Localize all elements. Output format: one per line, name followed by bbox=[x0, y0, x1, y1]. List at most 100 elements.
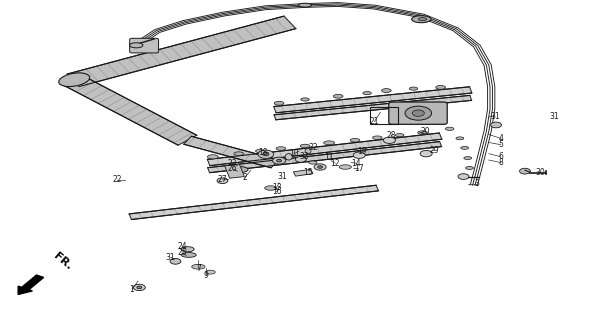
Text: 27: 27 bbox=[217, 175, 227, 184]
Ellipse shape bbox=[265, 186, 277, 190]
Text: 18: 18 bbox=[258, 148, 268, 156]
Ellipse shape bbox=[373, 136, 382, 140]
Text: 17: 17 bbox=[354, 164, 364, 173]
Circle shape bbox=[258, 150, 274, 158]
Text: 25: 25 bbox=[178, 248, 187, 257]
Circle shape bbox=[420, 150, 432, 157]
Ellipse shape bbox=[363, 92, 371, 95]
Text: 21: 21 bbox=[370, 117, 379, 126]
Circle shape bbox=[490, 122, 501, 128]
Text: 14: 14 bbox=[352, 159, 361, 168]
Ellipse shape bbox=[466, 166, 474, 169]
Text: 2: 2 bbox=[242, 173, 247, 182]
Text: 24: 24 bbox=[178, 242, 187, 251]
Ellipse shape bbox=[300, 144, 310, 148]
Ellipse shape bbox=[445, 127, 454, 130]
Text: 9: 9 bbox=[203, 271, 208, 280]
Text: 31: 31 bbox=[549, 112, 559, 121]
Text: 20: 20 bbox=[421, 127, 430, 136]
Circle shape bbox=[277, 159, 281, 162]
Ellipse shape bbox=[456, 137, 464, 140]
Circle shape bbox=[137, 286, 142, 289]
Circle shape bbox=[353, 152, 365, 158]
Polygon shape bbox=[129, 185, 379, 220]
Text: 28: 28 bbox=[387, 131, 396, 140]
Circle shape bbox=[318, 166, 323, 168]
Ellipse shape bbox=[59, 73, 89, 86]
Polygon shape bbox=[274, 95, 472, 120]
Text: 10: 10 bbox=[289, 149, 299, 158]
Ellipse shape bbox=[324, 141, 335, 145]
Ellipse shape bbox=[255, 149, 264, 153]
Ellipse shape bbox=[276, 147, 286, 150]
Circle shape bbox=[263, 153, 269, 156]
Text: 11: 11 bbox=[324, 153, 334, 162]
Ellipse shape bbox=[412, 16, 431, 23]
Ellipse shape bbox=[301, 98, 309, 101]
Circle shape bbox=[519, 168, 530, 174]
FancyBboxPatch shape bbox=[130, 38, 159, 53]
Text: 23: 23 bbox=[228, 159, 237, 168]
Text: 4: 4 bbox=[498, 134, 503, 143]
FancyArrow shape bbox=[18, 275, 43, 294]
Text: 19: 19 bbox=[358, 147, 367, 156]
Circle shape bbox=[295, 156, 306, 162]
Text: 16: 16 bbox=[272, 188, 281, 196]
Circle shape bbox=[133, 284, 146, 291]
Ellipse shape bbox=[418, 131, 428, 134]
Circle shape bbox=[272, 157, 286, 164]
Text: 22: 22 bbox=[112, 175, 122, 184]
Ellipse shape bbox=[181, 252, 196, 257]
Polygon shape bbox=[184, 136, 278, 168]
Ellipse shape bbox=[285, 154, 292, 160]
Text: 8: 8 bbox=[498, 158, 503, 167]
Text: 31: 31 bbox=[166, 253, 175, 262]
Ellipse shape bbox=[309, 161, 317, 164]
Text: 15: 15 bbox=[303, 168, 313, 177]
Ellipse shape bbox=[350, 139, 360, 142]
Ellipse shape bbox=[207, 155, 218, 159]
Bar bbox=[225, 164, 245, 178]
Ellipse shape bbox=[181, 247, 194, 252]
Text: 31: 31 bbox=[278, 172, 288, 181]
Text: 6: 6 bbox=[498, 152, 503, 161]
Polygon shape bbox=[208, 141, 442, 173]
Polygon shape bbox=[274, 87, 472, 113]
Ellipse shape bbox=[410, 87, 418, 90]
Polygon shape bbox=[67, 16, 296, 87]
Text: 31: 31 bbox=[490, 112, 500, 121]
Ellipse shape bbox=[396, 133, 404, 137]
Ellipse shape bbox=[205, 270, 215, 274]
Ellipse shape bbox=[305, 148, 311, 154]
Text: 29: 29 bbox=[430, 146, 439, 155]
Polygon shape bbox=[207, 133, 442, 166]
Ellipse shape bbox=[233, 167, 248, 172]
FancyBboxPatch shape bbox=[389, 102, 447, 124]
Text: 1: 1 bbox=[130, 284, 135, 293]
Text: 30: 30 bbox=[535, 168, 545, 177]
Circle shape bbox=[405, 106, 432, 120]
Text: 5: 5 bbox=[498, 140, 503, 149]
Circle shape bbox=[314, 164, 326, 170]
Text: 13: 13 bbox=[272, 183, 281, 192]
Text: FR.: FR. bbox=[51, 251, 74, 271]
Text: 12: 12 bbox=[330, 159, 340, 168]
Text: 33: 33 bbox=[299, 152, 309, 161]
Circle shape bbox=[170, 259, 181, 264]
Ellipse shape bbox=[382, 89, 391, 92]
Text: 3: 3 bbox=[474, 180, 479, 188]
Text: 7: 7 bbox=[196, 264, 201, 273]
Ellipse shape bbox=[435, 85, 445, 89]
Ellipse shape bbox=[464, 157, 472, 160]
Ellipse shape bbox=[339, 165, 352, 169]
Circle shape bbox=[217, 178, 228, 184]
Ellipse shape bbox=[419, 18, 427, 21]
Ellipse shape bbox=[234, 152, 243, 156]
Circle shape bbox=[413, 110, 425, 116]
Ellipse shape bbox=[333, 94, 343, 98]
Bar bbox=[294, 169, 313, 176]
Ellipse shape bbox=[130, 43, 143, 48]
Text: 26: 26 bbox=[228, 164, 237, 173]
Ellipse shape bbox=[191, 264, 205, 269]
Text: 32: 32 bbox=[308, 143, 318, 152]
